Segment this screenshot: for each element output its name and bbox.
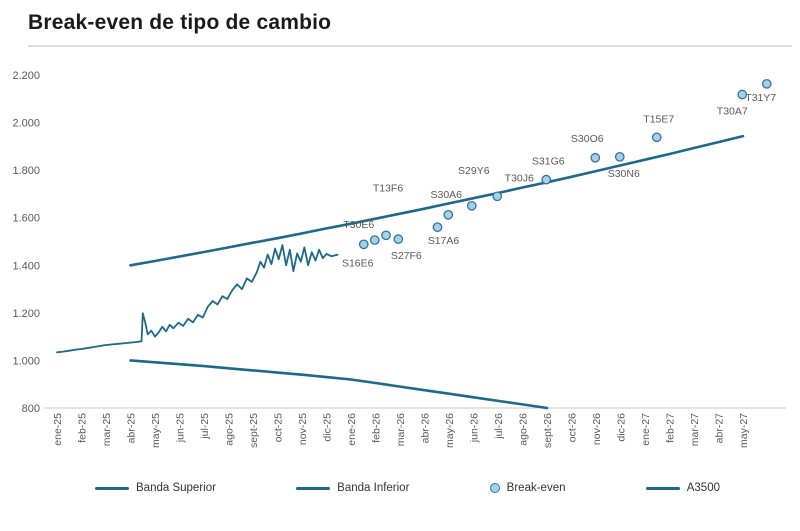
- x-axis-tick-label: may-25: [150, 413, 162, 448]
- legend-label: Banda Inferior: [337, 482, 410, 494]
- x-axis-tick-label: may-26: [444, 413, 456, 448]
- break-even-label-S29Y6: S29Y6: [458, 165, 490, 177]
- break-even-point-T15E7: [651, 132, 662, 143]
- series-a3500: [56, 244, 339, 354]
- break-even-label-S30A6: S30A6: [430, 189, 462, 201]
- y-axis-tick-label: 1.800: [12, 165, 40, 177]
- y-axis-tick-label: 1.600: [12, 213, 40, 225]
- break-even-point-S30O6: [590, 152, 601, 163]
- legend-item-break-even: Break-even: [489, 482, 566, 494]
- x-axis-tick-label: sept-26: [542, 413, 554, 448]
- break-even-point-S27F6: [393, 234, 404, 244]
- legend-item-a3500: A3500: [645, 482, 720, 494]
- x-axis-tick-label: dic-25: [322, 413, 334, 442]
- x-axis-tick-label: jul-25: [199, 413, 211, 440]
- break-even-label-T31Y7: T31Y7: [745, 92, 776, 104]
- x-axis-tick-label: abr-27: [714, 413, 726, 444]
- legend-marker-dot: [489, 483, 500, 493]
- x-axis-tick-label: ene-27: [640, 413, 652, 446]
- legend-marker-line: [296, 486, 331, 490]
- y-axis-tick-label: 2.200: [12, 70, 40, 82]
- break-even-point-T30J6: [492, 191, 503, 202]
- y-axis-tick-label: 1.000: [12, 355, 40, 367]
- x-axis-tick-label: jul-26: [493, 413, 505, 440]
- chart-title: Break-even de tipo de cambio: [28, 11, 332, 34]
- x-axis-tick-label: jun-25: [175, 413, 187, 443]
- x-axis-tick-label: oct-26: [567, 413, 579, 442]
- break-even-label-S17A6: S17A6: [428, 235, 460, 247]
- x-axis-tick-label: abr-25: [126, 413, 138, 444]
- x-axis-tick-label: may-27: [738, 413, 750, 448]
- break-even-point-S31G6: [541, 174, 552, 185]
- x-axis-tick-label: ago-25: [224, 413, 236, 446]
- legend-marker-line: [95, 486, 129, 490]
- break-even-label-T15E7: T15E7: [643, 113, 674, 125]
- x-axis-tick-label: mar-26: [395, 413, 407, 446]
- break-even-point-T30A7: [737, 89, 748, 100]
- x-axis-tick-label: feb-25: [77, 413, 89, 443]
- break-even-point-S30N6: [614, 151, 625, 162]
- x-axis-tick-label: mar-25: [101, 413, 113, 446]
- legend-label: Break-even: [506, 482, 566, 494]
- x-axis-tick-label: sept-25: [248, 413, 260, 448]
- x-axis-tick-label: oct-25: [273, 413, 285, 442]
- legend-marker-line: [645, 486, 680, 490]
- legend-item-banda-superior: Banda Superior: [95, 482, 216, 494]
- break-even-label-T13F6: T13F6: [373, 182, 404, 194]
- chart-plot-area: 800 1.000 1.200 1.400 1.600 1.800 2.000 2.200 en…: [12, 70, 786, 448]
- x-axis-tick-label: dic-26: [616, 413, 628, 442]
- y-axis-tick-label: 2.000: [12, 118, 40, 130]
- break-even-label-S27F6: S27F6: [391, 250, 422, 262]
- break-even-point-S16E6: [358, 239, 369, 250]
- series-banda-superior: [129, 134, 745, 267]
- break-even-point-T31Y7: [761, 78, 772, 89]
- title-divider: [28, 45, 792, 47]
- break-even-label-S16E6: S16E6: [342, 257, 374, 269]
- break-even-point-S30A6: [443, 210, 454, 220]
- break-even-label-T30E6: T30E6: [343, 219, 374, 231]
- break-even-label-S30O6: S30O6: [571, 133, 604, 145]
- y-axis-tick-label: 1.200: [12, 308, 40, 320]
- break-even-point-S29Y6: [466, 200, 477, 211]
- break-even-point-T30E6: [369, 235, 380, 245]
- break-even-point-T13F6: [381, 230, 391, 241]
- x-axis-tick-label: ene-26: [346, 413, 358, 446]
- legend-label: A3500: [686, 482, 720, 494]
- x-axis-tick-label: feb-26: [371, 413, 383, 443]
- x-axis-tick-label: nov-26: [591, 413, 603, 445]
- x-axis-tick-label: ene-25: [52, 413, 64, 446]
- x-axis-tick-label: ago-26: [518, 413, 530, 446]
- break-even-label-T30A7: T30A7: [717, 106, 748, 118]
- legend-item-banda-inferior: Banda Inferior: [296, 482, 409, 494]
- y-axis-tick-label: 800: [22, 403, 40, 415]
- break-even-point-S17A6: [432, 222, 443, 233]
- x-axis-tick-label: abr-26: [420, 413, 432, 444]
- break-even-label-S31G6: S31G6: [532, 156, 565, 168]
- break-even-label-T30J6: T30J6: [505, 172, 534, 184]
- x-axis-tick-label: mar-27: [689, 413, 701, 446]
- x-axis-tick-label: nov-25: [297, 413, 309, 445]
- chart-legend: Banda Superior Banda Inferior Break-even A3…: [95, 482, 720, 494]
- y-axis-tick-label: 1.400: [12, 260, 40, 272]
- x-axis-tick-label: jun-26: [469, 413, 481, 443]
- break-even-label-S30N6: S30N6: [608, 168, 640, 180]
- legend-label: Banda Superior: [136, 482, 216, 494]
- x-axis-tick-label: feb-27: [665, 413, 677, 443]
- series-banda-inferior: [129, 359, 549, 410]
